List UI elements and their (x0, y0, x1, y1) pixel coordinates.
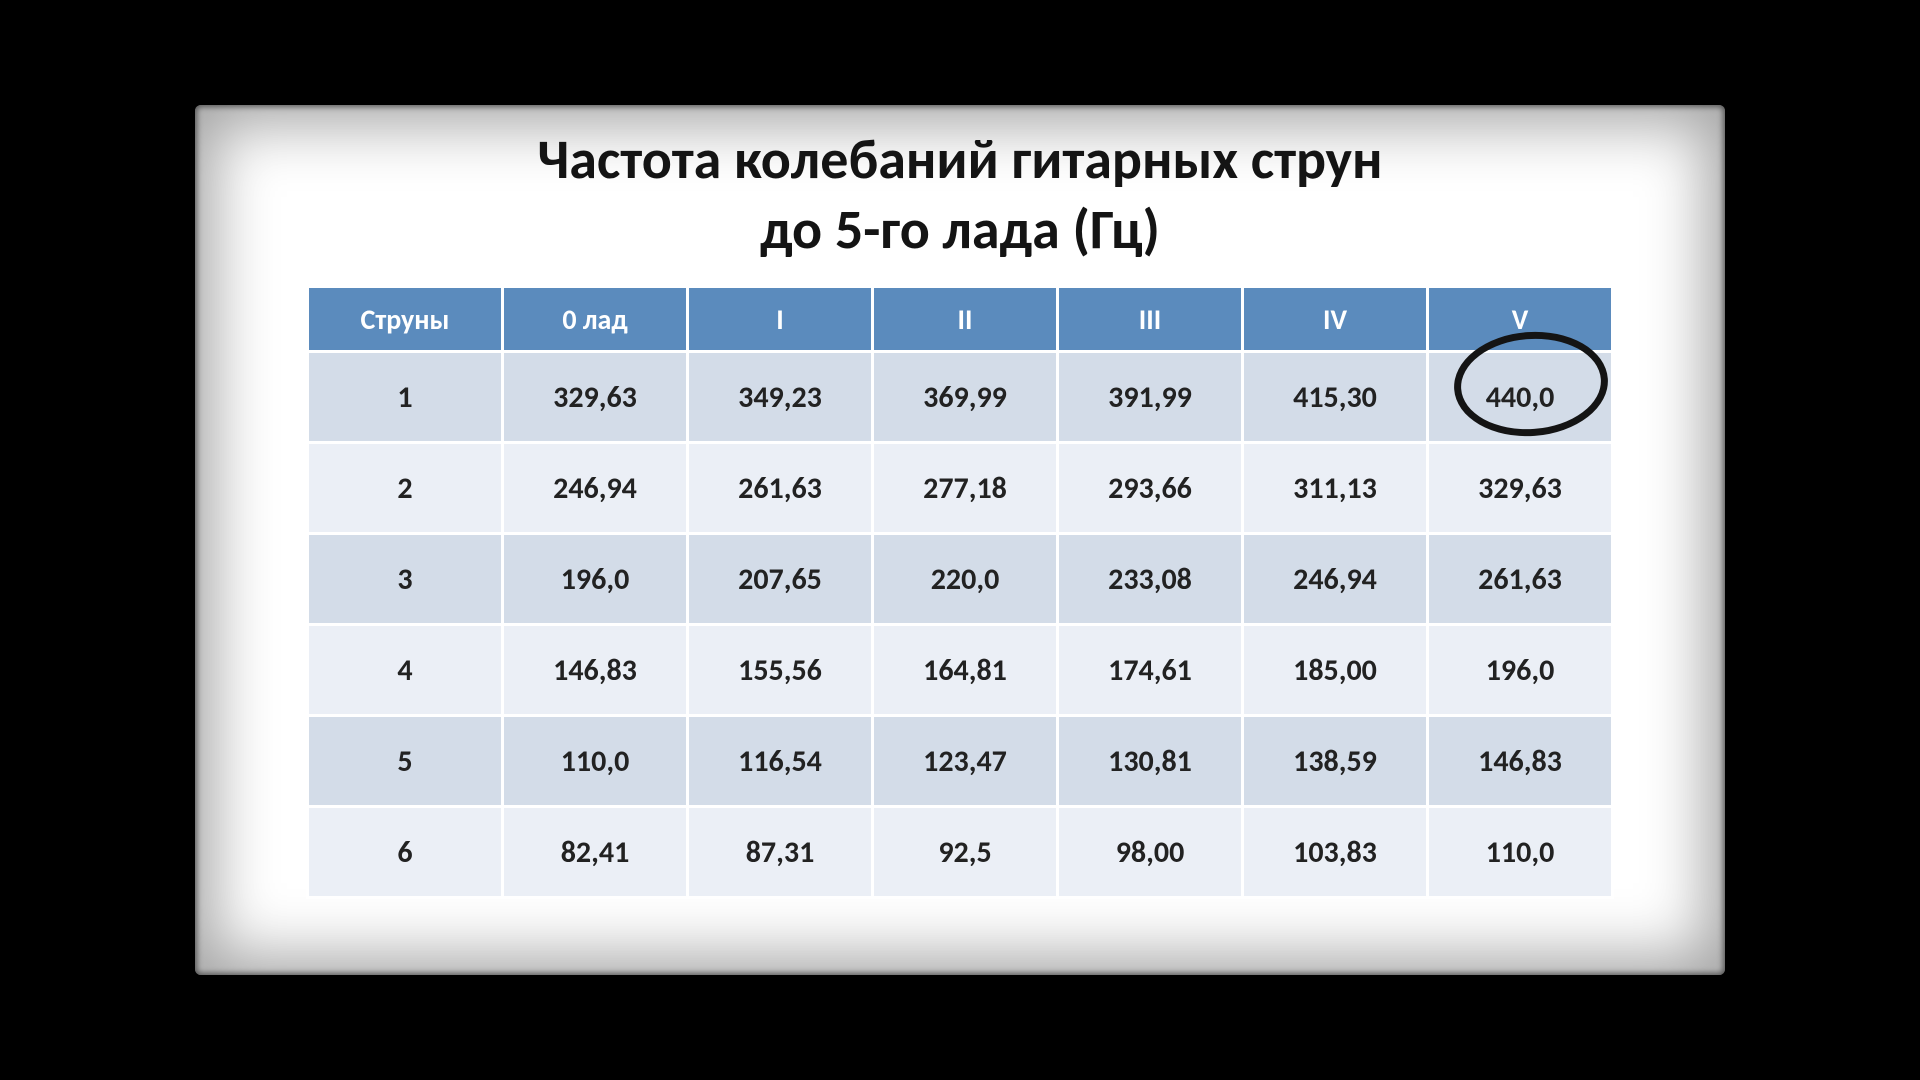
table-row: 4146,83155,56164,81174,61185,00196,0 (308, 625, 1613, 716)
table-row: 1329,63349,23369,99391,99415,30440,0 (308, 352, 1613, 443)
table-cell: 1 (308, 352, 503, 443)
title-line-2: до 5-го лада (Гц) (537, 195, 1382, 265)
table-body: 1329,63349,23369,99391,99415,30440,02246… (308, 352, 1613, 898)
table-cell: 146,83 (503, 625, 688, 716)
table-cell: 87,31 (688, 807, 873, 898)
col-header: II (873, 287, 1058, 352)
table-cell: 207,65 (688, 534, 873, 625)
table-cell: 82,41 (503, 807, 688, 898)
table-cell: 116,54 (688, 716, 873, 807)
table-head: Струны0 ладIIIIIIIVV (308, 287, 1613, 352)
table-cell: 4 (308, 625, 503, 716)
col-header: IV (1243, 287, 1428, 352)
table-cell: 277,18 (873, 443, 1058, 534)
table-cell: 5 (308, 716, 503, 807)
col-header: Струны (308, 287, 503, 352)
table-cell: 261,63 (1428, 534, 1613, 625)
col-header: III (1058, 287, 1243, 352)
table-cell: 261,63 (688, 443, 873, 534)
page-title: Частота колебаний гитарных струн до 5-го… (537, 125, 1382, 265)
table-holder: Струны0 ладIIIIIIIVV 1329,63349,23369,99… (306, 285, 1614, 899)
slide: Частота колебаний гитарных струн до 5-го… (195, 105, 1725, 975)
table-cell: 246,94 (1243, 534, 1428, 625)
table-cell: 123,47 (873, 716, 1058, 807)
table-cell: 174,61 (1058, 625, 1243, 716)
table-cell: 110,0 (503, 716, 688, 807)
table-cell: 329,63 (503, 352, 688, 443)
col-header: 0 лад (503, 287, 688, 352)
table-cell: 130,81 (1058, 716, 1243, 807)
table-cell: 138,59 (1243, 716, 1428, 807)
table-cell: 415,30 (1243, 352, 1428, 443)
table-cell: 6 (308, 807, 503, 898)
table-cell: 196,0 (1428, 625, 1613, 716)
table-cell: 391,99 (1058, 352, 1243, 443)
table-row: 682,4187,3192,598,00103,83110,0 (308, 807, 1613, 898)
table-cell: 2 (308, 443, 503, 534)
table-cell: 440,0 (1428, 352, 1613, 443)
table-cell: 103,83 (1243, 807, 1428, 898)
col-header: V (1428, 287, 1613, 352)
table-cell: 233,08 (1058, 534, 1243, 625)
table-cell: 155,56 (688, 625, 873, 716)
table-cell: 3 (308, 534, 503, 625)
table-cell: 110,0 (1428, 807, 1613, 898)
table-cell: 185,00 (1243, 625, 1428, 716)
table-cell: 329,63 (1428, 443, 1613, 534)
frequency-table: Струны0 ладIIIIIIIVV 1329,63349,23369,99… (306, 285, 1614, 899)
table-cell: 98,00 (1058, 807, 1243, 898)
table-cell: 311,13 (1243, 443, 1428, 534)
table-header-row: Струны0 ладIIIIIIIVV (308, 287, 1613, 352)
table-cell: 369,99 (873, 352, 1058, 443)
table-cell: 146,83 (1428, 716, 1613, 807)
table-row: 5110,0116,54123,47130,81138,59146,83 (308, 716, 1613, 807)
col-header: I (688, 287, 873, 352)
table-cell: 164,81 (873, 625, 1058, 716)
table-cell: 349,23 (688, 352, 873, 443)
slide-container: Частота колебаний гитарных струн до 5-го… (195, 0, 1725, 1080)
table-cell: 293,66 (1058, 443, 1243, 534)
table-cell: 246,94 (503, 443, 688, 534)
table-row: 3196,0207,65220,0233,08246,94261,63 (308, 534, 1613, 625)
table-cell: 92,5 (873, 807, 1058, 898)
table-row: 2246,94261,63277,18293,66311,13329,63 (308, 443, 1613, 534)
table-cell: 220,0 (873, 534, 1058, 625)
table-cell: 196,0 (503, 534, 688, 625)
title-line-1: Частота колебаний гитарных струн (537, 125, 1382, 195)
